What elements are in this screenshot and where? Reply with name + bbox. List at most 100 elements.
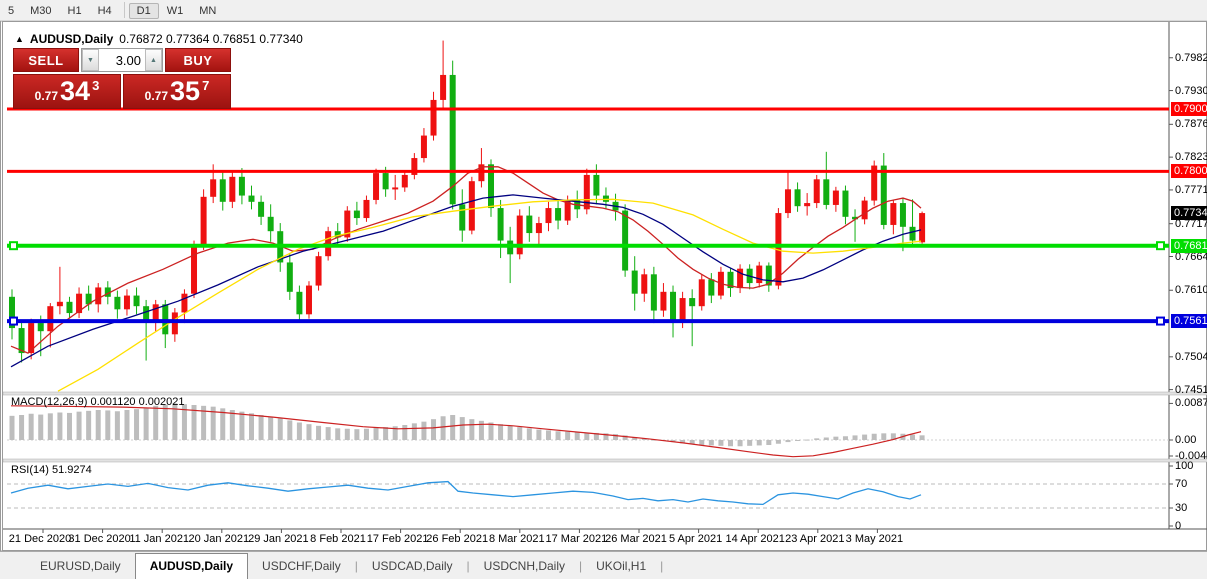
date-tick-label: 17 Mar 2021	[545, 533, 608, 545]
candle-50	[488, 164, 494, 209]
timeframe-button-h1[interactable]: H1	[67, 4, 82, 17]
candle-44	[430, 99, 437, 136]
price-tick-label: 0.74515	[1175, 383, 1207, 396]
candle-62	[602, 195, 609, 202]
ohlc-values: 0.76872 0.77364 0.76851 0.77340	[119, 32, 303, 46]
candle-61	[593, 174, 600, 196]
symbol-tab-usdchf[interactable]: USDCHF,Daily	[262, 559, 341, 573]
hline-handle	[1156, 241, 1165, 251]
candle-6	[66, 301, 73, 314]
bid-prefix: 0.77	[34, 88, 59, 103]
symbol-tab-ukoil[interactable]: UKOil,H1	[596, 559, 647, 573]
chart-window: ▲ AUDUSD,Daily 0.76872 0.77364 0.76851 0…	[0, 21, 1207, 551]
bid-pipette: 3	[92, 78, 100, 93]
candle-65	[631, 270, 638, 294]
candle-53	[516, 215, 523, 255]
buy-button[interactable]: BUY	[165, 48, 231, 72]
candle-39	[382, 173, 389, 190]
ma-slow-yellow	[57, 198, 922, 392]
date-tick-label: 23 Apr 2021	[785, 533, 845, 545]
candle-93	[899, 203, 906, 227]
candle-21	[210, 179, 217, 197]
symbol-tab-usdcnh[interactable]: USDCNH,Daily	[483, 559, 566, 573]
candle-58	[564, 199, 571, 221]
candle-38	[373, 173, 380, 200]
volume-spinner: ▼ 3.00 ▲	[81, 48, 163, 72]
collapse-icon[interactable]: ▲	[15, 34, 24, 44]
timeframe-button-h4[interactable]: H4	[97, 4, 112, 17]
sell-button[interactable]: SELL	[13, 48, 79, 72]
candle-23	[229, 176, 236, 202]
candle-87	[842, 190, 849, 217]
candle-11	[114, 296, 121, 310]
candle-81	[784, 189, 791, 214]
date-tick-label: 20 Jan 2021	[188, 533, 250, 545]
macd-tick-label: -0.00445	[1175, 450, 1207, 462]
timeframe-button-5[interactable]: 5	[8, 4, 15, 17]
timeframe-button-mn[interactable]: MN	[199, 4, 217, 17]
rsi-line	[10, 480, 922, 506]
price-tick-label: 0.79825	[1175, 51, 1207, 64]
date-tick-label: 3 May 2021	[845, 533, 904, 545]
price-tick-label: 0.76105	[1175, 284, 1207, 297]
candle-64	[622, 210, 629, 271]
tab-separator: |	[466, 559, 470, 573]
ask-prefix: 0.77	[144, 88, 169, 103]
date-tick-label: 8 Feb 2021	[310, 533, 366, 545]
rsi-tick-label: 30	[1175, 502, 1188, 514]
hline-handle	[9, 241, 18, 251]
candle-15	[152, 304, 159, 322]
candle-34	[334, 231, 341, 238]
rsi-tick-label: 0	[1175, 520, 1182, 532]
candle-41	[401, 174, 408, 188]
candle-68	[660, 291, 667, 311]
volume-input[interactable]: 3.00	[115, 52, 141, 68]
tab-separator: |	[660, 559, 664, 573]
symbol-tab-audusd[interactable]: AUDUSD,Daily	[134, 553, 249, 579]
timeframe-button-m30[interactable]: M30	[30, 4, 52, 17]
candle-60	[583, 174, 590, 210]
hline-handle	[1156, 316, 1165, 326]
timeframe-button-w1[interactable]: W1	[166, 4, 184, 17]
candle-46	[449, 74, 456, 205]
candle-17	[171, 312, 178, 335]
candle-48	[468, 181, 475, 231]
candle-90	[871, 165, 878, 201]
one-click-trading-panel: SELL ▼ 3.00 ▲ BUY 0.77 34 3 0.77 35 7	[13, 48, 231, 109]
candle-70	[679, 298, 686, 322]
price-chart-canvas[interactable]	[3, 22, 1207, 552]
date-tick-label: 31 Dec 2020	[68, 533, 131, 545]
volume-decrease-icon[interactable]: ▼	[82, 49, 99, 71]
symbol-name: AUDUSD,Daily	[29, 32, 114, 46]
price-tick-label: 0.78235	[1175, 151, 1207, 164]
level-price-badge: 0.79005	[1171, 102, 1207, 116]
candle-9	[95, 287, 102, 305]
volume-increase-icon[interactable]: ▲	[145, 49, 162, 71]
timeframe-button-d1[interactable]: D1	[128, 2, 159, 19]
rsi-tick-label: 70	[1175, 478, 1188, 490]
symbol-tab-eurusd[interactable]: EURUSD,Daily	[40, 559, 121, 573]
date-tick-label: 21 Dec 2020	[8, 533, 72, 545]
level-price-badge: 0.76818	[1171, 238, 1207, 253]
ask-price-button[interactable]: 0.77 35 7	[123, 74, 231, 109]
tab-separator: |	[354, 559, 358, 573]
candle-14	[143, 306, 150, 322]
symbol-tab-usdcad[interactable]: USDCAD,Daily	[371, 559, 453, 573]
level-price-badge: 0.75612	[1171, 314, 1207, 329]
candle-35	[344, 210, 351, 238]
candle-20	[200, 196, 207, 246]
candle-2	[28, 323, 35, 354]
candle-30	[296, 291, 303, 315]
candle-5	[56, 301, 63, 307]
candle-47	[459, 204, 466, 231]
chart-title: ▲ AUDUSD,Daily 0.76872 0.77364 0.76851 0…	[15, 32, 303, 46]
candle-95	[919, 213, 926, 243]
candle-4	[47, 306, 54, 332]
candle-83	[804, 203, 811, 207]
candle-13	[133, 295, 140, 307]
bid-price-button[interactable]: 0.77 34 3	[13, 74, 121, 109]
price-tick-label: 0.76645	[1175, 250, 1207, 263]
